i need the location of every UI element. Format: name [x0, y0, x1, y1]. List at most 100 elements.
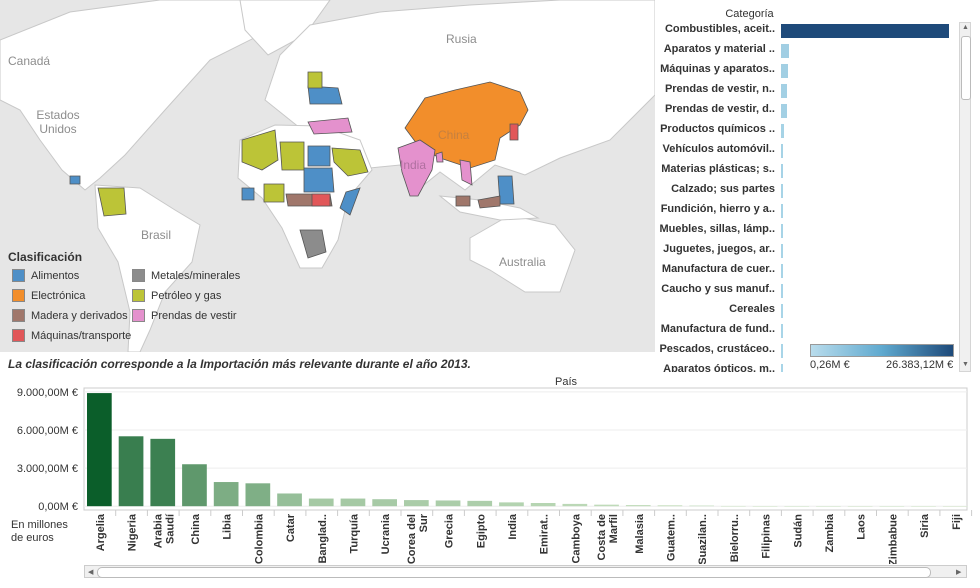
country-bar[interactable]: [182, 464, 207, 507]
category-label[interactable]: Vehículos automóvil..: [662, 143, 775, 155]
x-tick-label[interactable]: Egipto: [475, 514, 487, 548]
x-tick-label[interactable]: Guatem..: [665, 514, 677, 561]
x-tick-label[interactable]: Catar: [285, 513, 297, 542]
legend-item-petroleo[interactable]: Petróleo y gas: [132, 289, 221, 302]
x-tick-label[interactable]: Nigeria: [127, 513, 139, 551]
category-bar[interactable]: [781, 284, 783, 298]
x-tick-label[interactable]: Laos: [856, 514, 868, 540]
category-bar[interactable]: [781, 244, 783, 258]
country-bar[interactable]: [245, 483, 271, 507]
country-bar[interactable]: [340, 498, 366, 507]
country-scrollbar[interactable]: ◀ ▶: [84, 565, 967, 578]
x-tick-label[interactable]: Banglad..: [317, 514, 329, 564]
x-tick-label[interactable]: Corea delSur: [406, 513, 430, 564]
country-bar[interactable]: [530, 503, 556, 507]
country-bar[interactable]: [150, 438, 176, 507]
category-bar[interactable]: [781, 344, 783, 358]
category-bar[interactable]: [781, 324, 783, 338]
category-label[interactable]: Manufactura de cuer..: [661, 263, 775, 275]
category-scroll-thumb[interactable]: [961, 36, 971, 100]
country-bar[interactable]: [689, 505, 714, 507]
x-tick-label[interactable]: Grecia: [444, 513, 456, 548]
country-scroll-thumb[interactable]: [97, 567, 931, 578]
category-label[interactable]: Combustibles, aceit..: [664, 23, 775, 35]
country-bar[interactable]: [816, 506, 841, 507]
category-bar[interactable]: [781, 304, 783, 318]
country-bar[interactable]: [911, 506, 936, 507]
legend-item-alimentos[interactable]: Alimentos: [12, 269, 79, 282]
category-bar[interactable]: [781, 104, 787, 118]
category-bar[interactable]: [781, 144, 784, 158]
category-bar[interactable]: [781, 204, 783, 218]
category-label[interactable]: Juguetes, juegos, ar..: [663, 243, 775, 255]
x-tick-label[interactable]: Camboya: [570, 513, 582, 563]
legend-item-maquinas[interactable]: Máquinas/transporte: [12, 329, 131, 342]
category-scrollbar[interactable]: ▲ ▼: [959, 22, 971, 372]
legend-item-metales[interactable]: Metales/minerales: [132, 269, 240, 282]
category-bar[interactable]: [781, 64, 788, 78]
country-bar[interactable]: [562, 503, 588, 507]
x-tick-label[interactable]: China: [190, 513, 202, 544]
category-label[interactable]: Aparatos ópticos, m..: [663, 363, 775, 372]
category-bar[interactable]: [781, 164, 783, 178]
category-label[interactable]: Calzado; sus partes: [671, 183, 775, 195]
world-map[interactable]: Rusia Canadá Estados Unidos Brasil Austr…: [0, 0, 655, 352]
category-label[interactable]: Fundición, hierro y a..: [660, 203, 775, 215]
x-tick-label[interactable]: Colombia: [253, 513, 265, 564]
x-tick-label[interactable]: Malasia: [634, 513, 646, 554]
category-bar[interactable]: [781, 124, 784, 138]
category-bar[interactable]: [781, 224, 783, 238]
country-bar[interactable]: [942, 506, 968, 507]
country-bar[interactable]: [879, 506, 905, 507]
category-bar[interactable]: [781, 24, 949, 38]
category-label[interactable]: Caucho y sus manuf..: [661, 283, 775, 295]
country-bar[interactable]: [87, 393, 112, 507]
x-tick-label[interactable]: Argelia: [95, 513, 107, 551]
category-label[interactable]: Pescados, crustáceo..: [659, 343, 775, 355]
x-tick-label[interactable]: Costa deMarfil: [596, 514, 620, 560]
category-label[interactable]: Máquinas y aparatos..: [660, 63, 775, 75]
category-bar[interactable]: [781, 364, 783, 372]
x-tick-label[interactable]: Zambia: [824, 513, 836, 552]
category-label[interactable]: Muebles, sillas, lámp..: [659, 223, 775, 235]
country-bar[interactable]: [847, 506, 873, 507]
category-bar[interactable]: [781, 184, 783, 198]
x-tick-label[interactable]: ArabiaSaudí: [152, 513, 176, 548]
scroll-down-icon[interactable]: ▼: [962, 361, 969, 368]
country-bar[interactable]: [594, 504, 619, 507]
country-bar[interactable]: [467, 500, 493, 507]
category-label[interactable]: Aparatos y material ..: [663, 43, 775, 55]
x-tick-label[interactable]: Filipinas: [761, 514, 773, 559]
category-label[interactable]: Manufactura de fund..: [660, 323, 775, 335]
x-tick-label[interactable]: Emirat..: [539, 514, 551, 554]
scroll-right-icon[interactable]: ▶: [956, 569, 962, 576]
legend-item-prendas[interactable]: Prendas de vestir: [132, 309, 237, 322]
country-bar[interactable]: [784, 506, 810, 507]
x-tick-label[interactable]: Libia: [222, 513, 234, 540]
country-bar[interactable]: [435, 500, 461, 507]
x-tick-label[interactable]: Ucrania: [380, 513, 392, 554]
scroll-left-icon[interactable]: ◀: [88, 569, 94, 576]
country-bar[interactable]: [404, 500, 429, 507]
category-label[interactable]: Prendas de vestir, n..: [664, 83, 775, 95]
x-tick-label[interactable]: Suazilan..: [697, 514, 709, 564]
category-bar[interactable]: [781, 84, 788, 98]
category-label[interactable]: Cereales: [729, 303, 775, 315]
country-bar[interactable]: [118, 436, 144, 507]
category-label[interactable]: Prendas de vestir, d..: [664, 103, 775, 115]
x-tick-label[interactable]: Zimbabue: [887, 514, 899, 564]
legend-item-electronica[interactable]: Electrónica: [12, 289, 85, 302]
category-label[interactable]: Materias plásticas; s..: [661, 163, 775, 175]
x-tick-label[interactable]: Bielorru..: [729, 514, 741, 562]
country-bar[interactable]: [277, 493, 302, 507]
category-label[interactable]: Productos químicos ..: [660, 123, 775, 135]
category-bar[interactable]: [781, 44, 790, 58]
country-bar[interactable]: [372, 499, 397, 507]
x-tick-label[interactable]: Fiji: [951, 514, 963, 530]
legend-item-madera[interactable]: Madera y derivados: [12, 309, 128, 322]
country-bar[interactable]: [308, 498, 334, 507]
x-tick-label[interactable]: Siria: [919, 513, 931, 538]
country-bar[interactable]: [657, 505, 683, 507]
country-bar[interactable]: [721, 505, 746, 507]
country-bar[interactable]: [625, 505, 651, 507]
